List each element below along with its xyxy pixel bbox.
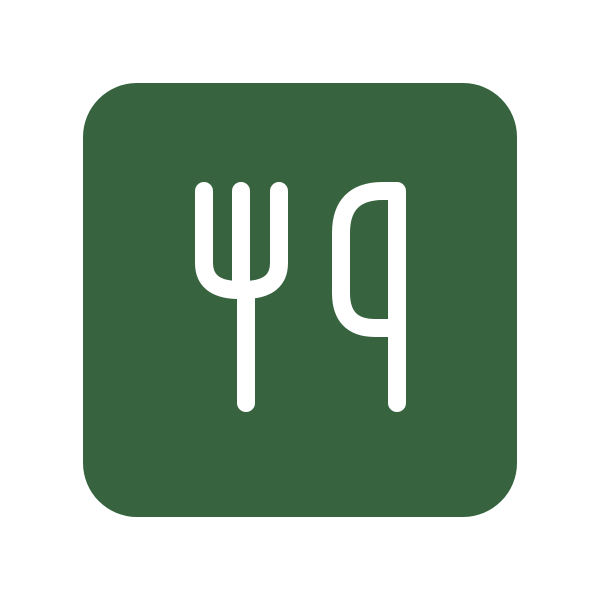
restaurant-icon (83, 83, 517, 517)
fork-icon (195, 182, 288, 412)
restaurant-icon-tile (83, 83, 517, 517)
knife-icon (332, 182, 406, 412)
icon-background (83, 83, 517, 517)
